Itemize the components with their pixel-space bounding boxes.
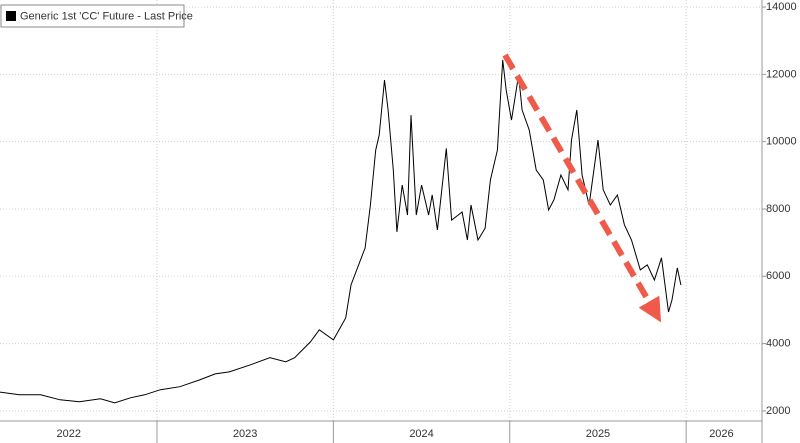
x-tick-label: 2023 <box>233 428 257 440</box>
x-tick-label: 2026 <box>709 428 733 440</box>
y-tick-label: 4000 <box>766 338 790 350</box>
x-tick-label: 2022 <box>57 428 81 440</box>
legend: Generic 1st 'CC' Future - Last Price <box>0 4 193 28</box>
y-tick-label: 2000 <box>766 405 790 417</box>
y-tick-label: 6000 <box>766 270 790 282</box>
y-tick-label: 8000 <box>766 203 790 215</box>
legend-swatch <box>6 11 16 21</box>
legend-box <box>0 4 185 28</box>
x-tick-label: 2025 <box>586 428 610 440</box>
x-tick-label: 2024 <box>409 428 433 440</box>
y-tick-label: 14000 <box>766 1 797 13</box>
trend-arrow <box>502 53 662 323</box>
price-line <box>0 59 682 404</box>
y-tick-label: 10000 <box>766 136 797 148</box>
legend-label: Generic 1st 'CC' Future - Last Price <box>20 10 193 22</box>
y-tick-label: 12000 <box>766 68 797 80</box>
